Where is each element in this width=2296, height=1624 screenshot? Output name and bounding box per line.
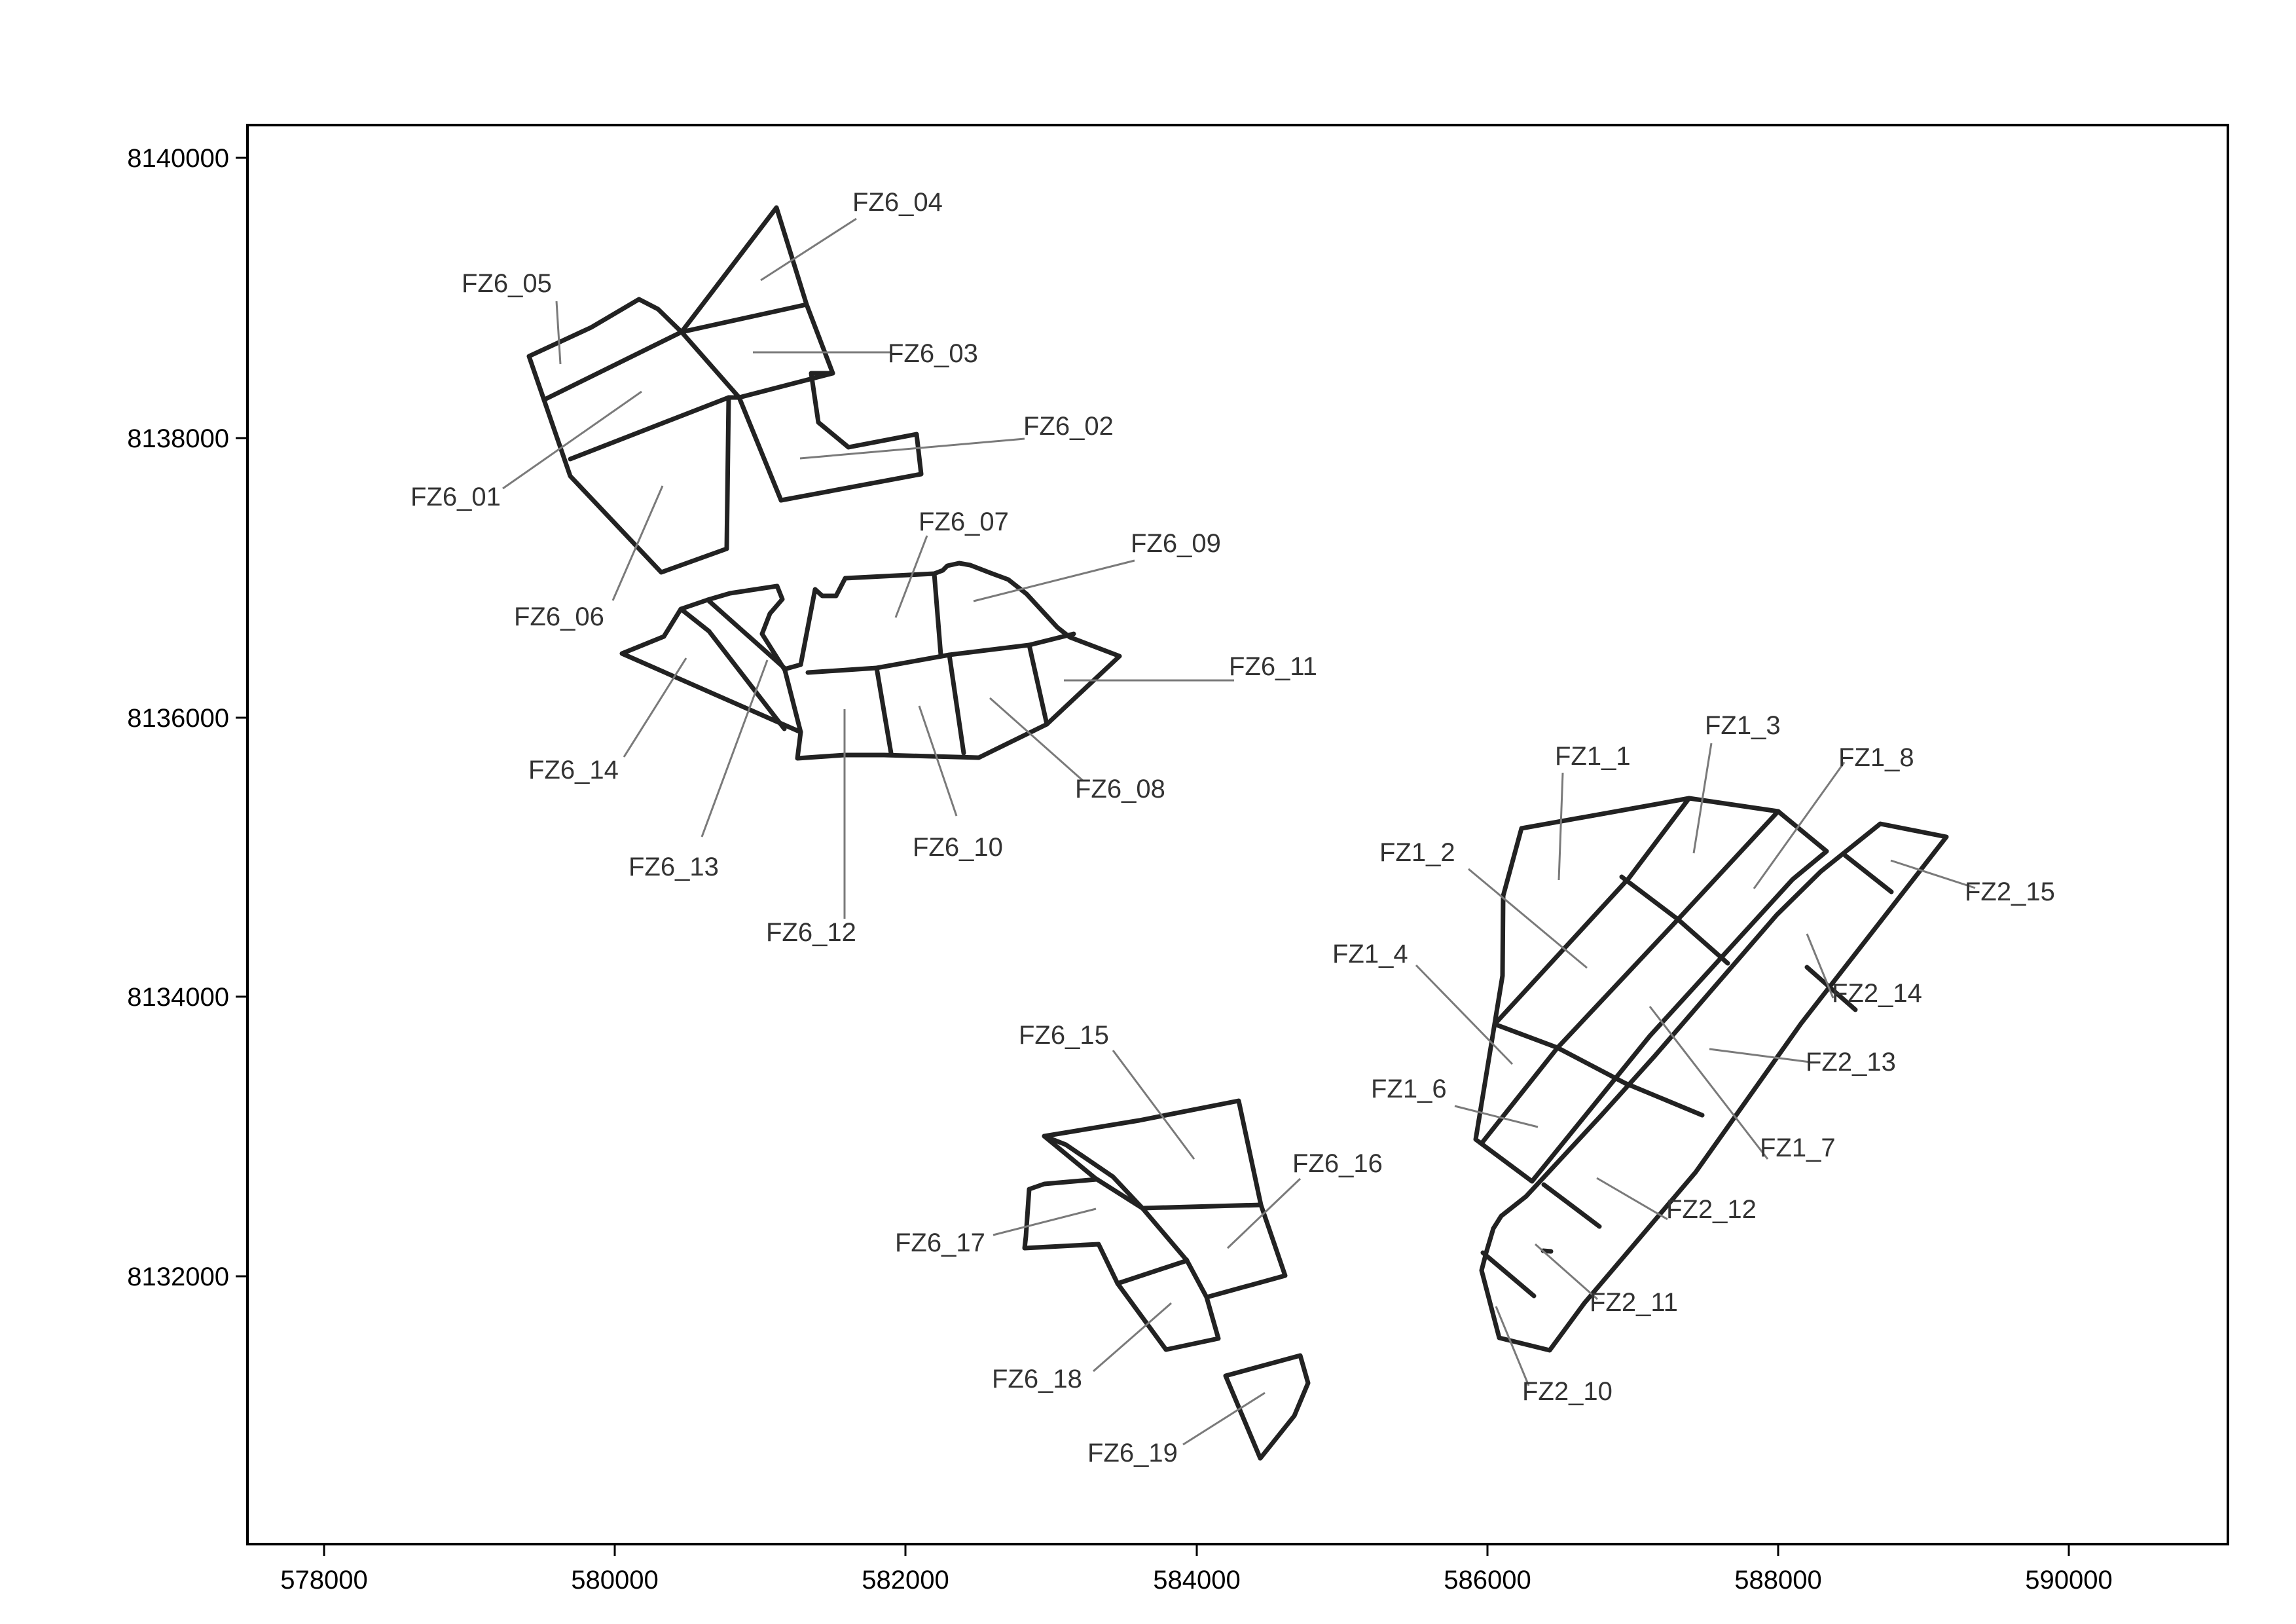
label-fz2-12: FZ2_12	[1666, 1195, 1757, 1224]
label-fz6-04: FZ6_04	[852, 188, 943, 217]
y-tick-label: 8140000	[127, 144, 229, 173]
label-fz1-1: FZ1_1	[1555, 742, 1631, 771]
parcel-outline	[1022, 1098, 1288, 1352]
label-fz2-15: FZ2_15	[1965, 877, 2055, 906]
x-tick-label: 590000	[2025, 1566, 2112, 1595]
label-fz2-10: FZ2_10	[1522, 1377, 1613, 1406]
cluster-fz6-north	[526, 205, 924, 575]
label-fz6-11: FZ6_11	[1229, 652, 1317, 681]
x-tick-label: 582000	[862, 1566, 949, 1595]
cluster-fz6-middle	[619, 561, 1122, 761]
label-fz6-05: FZ6_05	[462, 269, 552, 298]
cluster-fz2	[1479, 821, 1949, 1353]
label-fz1-2: FZ1_2	[1379, 838, 1455, 867]
x-axis: 578000 580000 582000 584000 586000 58800…	[280, 1544, 2113, 1595]
label-fz6-07: FZ6_07	[919, 507, 1009, 536]
label-fz2-13: FZ2_13	[1806, 1048, 1896, 1077]
label-fz6-06: FZ6_06	[514, 602, 604, 631]
label-fz6-03: FZ6_03	[888, 339, 978, 368]
map-frame	[246, 124, 2229, 1545]
label-fz6-12: FZ6_12	[766, 918, 856, 947]
parcel-outline	[1473, 796, 1829, 1184]
label-fz6-08: FZ6_08	[1075, 775, 1165, 803]
label-fz6-18: FZ6_18	[992, 1365, 1082, 1393]
label-fz6-09: FZ6_09	[1131, 529, 1221, 558]
label-fz6-15: FZ6_15	[1019, 1021, 1109, 1050]
label-fz6-17: FZ6_17	[895, 1228, 985, 1257]
cluster-fz1	[1473, 796, 1829, 1184]
parcel-outline	[526, 205, 924, 575]
parcel-outline	[1479, 821, 1949, 1353]
x-tick-label: 588000	[1734, 1566, 1821, 1595]
field-labels: FZ6_04 FZ6_05 FZ6_03 FZ6_02 FZ6_01 FZ6_0…	[410, 188, 2055, 1467]
label-fz1-3: FZ1_3	[1705, 711, 1781, 740]
label-fz6-01: FZ6_01	[410, 483, 501, 511]
label-fz6-13: FZ6_13	[629, 853, 719, 881]
label-fz2-14: FZ2_14	[1832, 979, 1922, 1008]
y-tick-label: 8132000	[127, 1263, 229, 1291]
label-fz2-11: FZ2_11	[1590, 1288, 1678, 1317]
y-tick-label: 8134000	[127, 983, 229, 1012]
label-fz6-14: FZ6_14	[528, 756, 619, 784]
y-tick-label: 8136000	[127, 704, 229, 733]
label-fz1-8: FZ1_8	[1838, 743, 1914, 772]
x-tick-label: 578000	[280, 1566, 367, 1595]
y-axis: 8140000 8138000 8136000 8134000 8132000	[127, 144, 247, 1291]
parcel-outline	[1223, 1353, 1311, 1461]
x-tick-label: 586000	[1444, 1566, 1531, 1595]
cluster-fz6-south	[1022, 1098, 1311, 1461]
y-tick-label: 8138000	[127, 424, 229, 453]
parcel-outline	[619, 561, 1122, 761]
x-tick-label: 584000	[1153, 1566, 1240, 1595]
label-fz1-6: FZ1_6	[1371, 1075, 1447, 1103]
x-tick-label: 580000	[571, 1566, 658, 1595]
leader-lines	[502, 217, 1976, 1446]
label-fz6-02: FZ6_02	[1023, 412, 1114, 441]
label-fz6-16: FZ6_16	[1292, 1149, 1383, 1178]
label-fz6-19: FZ6_19	[1087, 1439, 1178, 1467]
label-fz6-10: FZ6_10	[913, 833, 1003, 862]
label-fz1-4: FZ1_4	[1332, 940, 1408, 969]
label-fz1-7: FZ1_7	[1760, 1134, 1836, 1162]
